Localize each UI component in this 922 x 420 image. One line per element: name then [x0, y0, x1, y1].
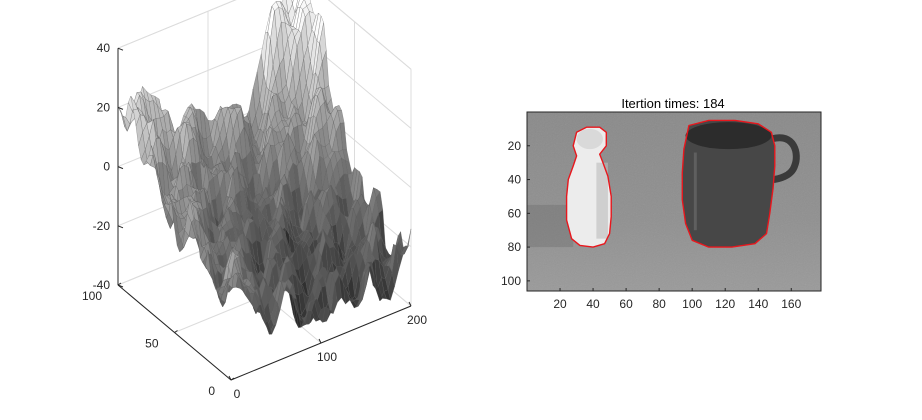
surface-face — [228, 250, 236, 278]
bottle-contour — [565, 126, 612, 248]
surface-mesh — [117, 0, 412, 335]
image-y-tick-label: 80 — [508, 240, 522, 254]
shadow-band — [527, 204, 574, 248]
z-tick-mark — [117, 106, 124, 110]
image-frame — [526, 111, 822, 292]
mug-handle — [770, 134, 800, 184]
x-tick-label: 100 — [317, 350, 337, 364]
x-tick-mark — [318, 338, 322, 344]
image-x-tick-label: 60 — [619, 297, 633, 311]
z-tick-mark — [117, 166, 124, 170]
image-x-tick-label: 120 — [715, 297, 735, 311]
z-tick-mark — [117, 47, 124, 51]
z-tick-label: 40 — [97, 41, 111, 55]
mug-highlight — [693, 152, 697, 231]
y-tick-mark — [174, 330, 178, 333]
image-y-tick-label: 100 — [501, 274, 521, 288]
surface-front-edges — [117, 47, 412, 381]
image-y-tick-label: 60 — [508, 206, 522, 220]
mug-object — [682, 120, 775, 248]
image-x-tick-label: 100 — [682, 297, 702, 311]
image-axes: Itertion times: 184 20 40 60 80 100 120 140 160… — [501, 96, 822, 311]
mug-rim — [685, 122, 772, 150]
grayscale-image — [526, 111, 822, 292]
z-tick-label: -20 — [93, 219, 111, 233]
mug-contour — [681, 119, 776, 248]
image-y-tick-label: 40 — [508, 173, 522, 187]
bottle-shade — [596, 162, 608, 239]
z-tick-label: 0 — [103, 160, 110, 174]
x-tick-label: 200 — [407, 313, 427, 327]
y-tick-label: 100 — [82, 289, 102, 303]
bottle-cap — [576, 128, 603, 150]
y-tick-mark — [230, 377, 235, 381]
image-x-tick-label: 160 — [781, 297, 801, 311]
x-tick-mark — [408, 301, 412, 307]
x-tick-label: 0 — [234, 387, 241, 401]
image-title: Itertion times: 184 — [621, 96, 724, 111]
z-tick-mark — [117, 225, 124, 229]
image-y-tick-label: 20 — [508, 139, 522, 153]
image-x-tick-label: 140 — [748, 297, 768, 311]
image-x-tick-label: 40 — [586, 297, 600, 311]
z-tick-label: 20 — [97, 100, 111, 114]
z-tick-label: -40 — [93, 278, 111, 292]
x-tick-mark — [228, 375, 232, 381]
wall-edge — [117, 0, 237, 49]
y-tick-label: 50 — [145, 337, 159, 351]
y-tick-label: 0 — [208, 384, 215, 398]
wall-edge — [327, 0, 412, 70]
z-tick-mark — [117, 284, 124, 288]
image-x-tick-label: 80 — [652, 297, 666, 311]
image-tick-labels: 20 40 60 80 100 120 140 160 20 40 60 80 100 — [501, 139, 802, 311]
image-x-tick-label: 20 — [553, 297, 567, 311]
